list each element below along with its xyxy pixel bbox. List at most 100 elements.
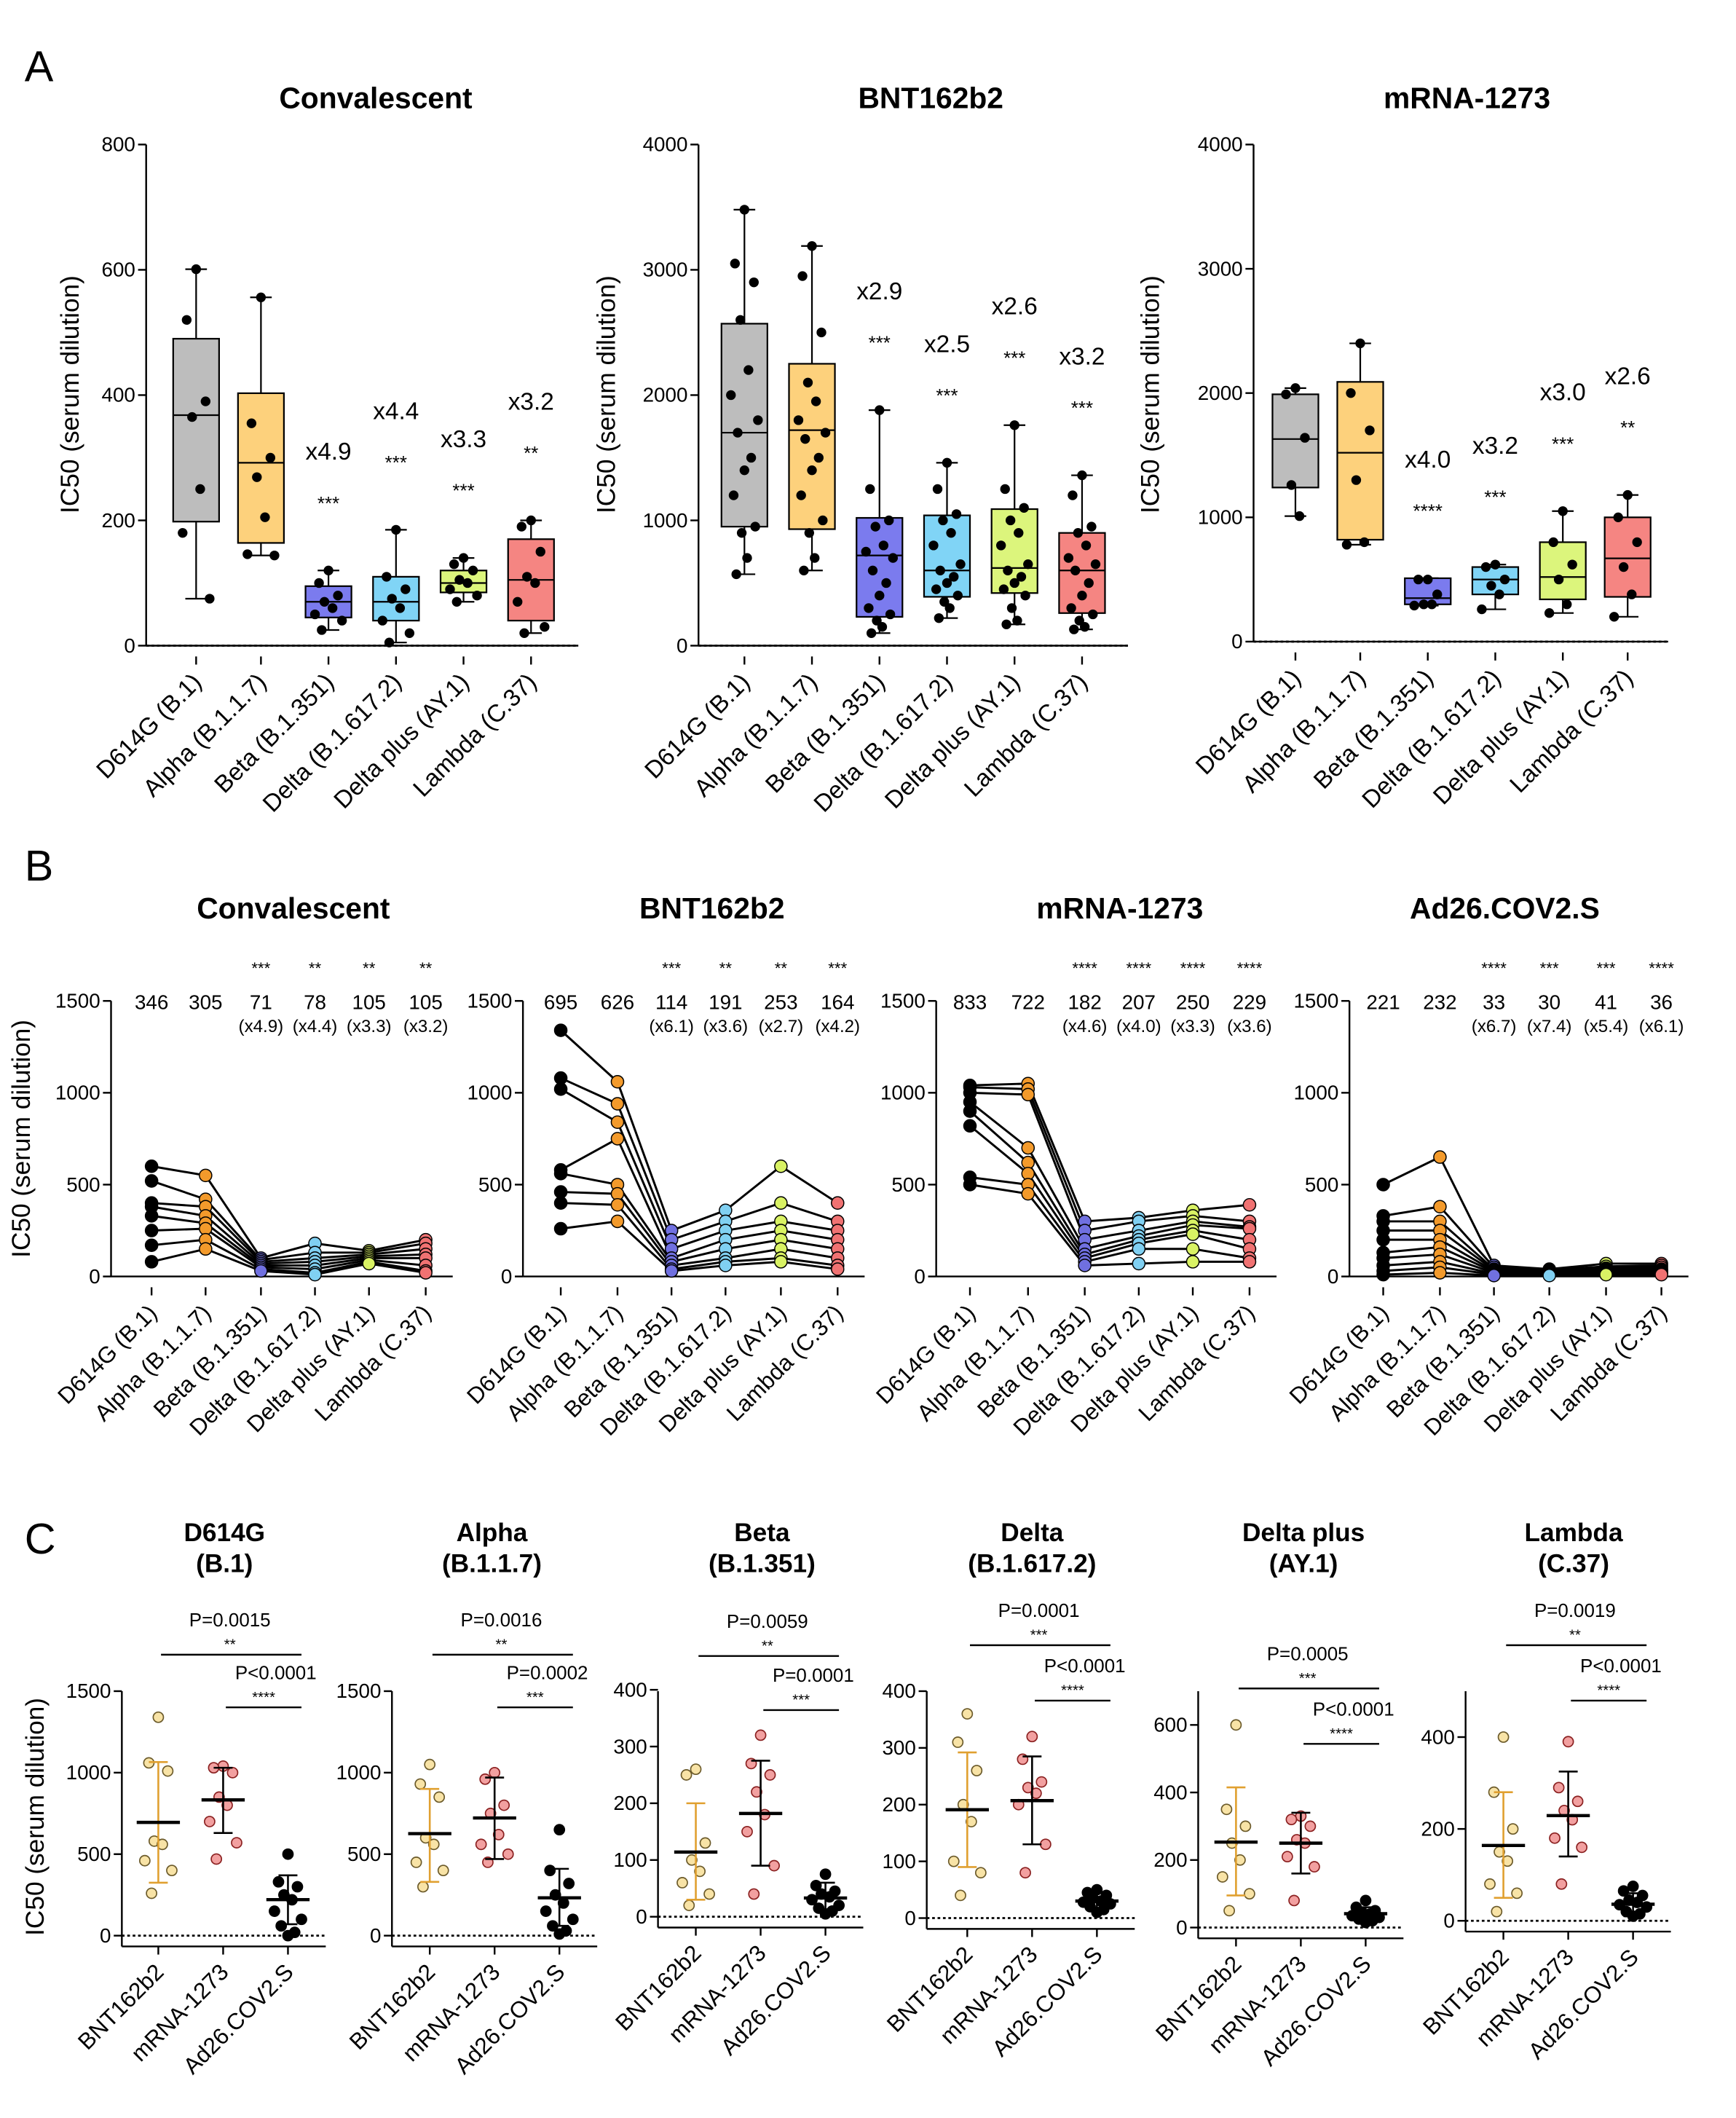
data-point xyxy=(963,1104,977,1118)
data-point xyxy=(272,1875,285,1888)
data-point xyxy=(1409,600,1419,611)
data-point xyxy=(819,1868,832,1881)
data-point xyxy=(553,1196,568,1210)
data-point xyxy=(1021,1141,1035,1155)
significance-stars: **** xyxy=(1180,959,1206,977)
data-point xyxy=(319,597,330,607)
data-point xyxy=(1063,553,1074,563)
data-point xyxy=(419,1266,433,1280)
y-tick-label: 3000 xyxy=(1198,257,1243,280)
data-point xyxy=(1216,1871,1228,1883)
y-tick-label: 500 xyxy=(1305,1173,1338,1196)
fold-change-label: (x6.7) xyxy=(1472,1017,1517,1036)
data-point xyxy=(138,1854,151,1867)
subject-line xyxy=(969,1125,1250,1260)
subject-line xyxy=(969,1176,1250,1264)
panel-letter-a: A xyxy=(25,42,54,90)
p-value: P=0.0002 xyxy=(507,1661,588,1683)
data-point xyxy=(242,549,253,559)
data-point xyxy=(774,1196,788,1210)
significance-stars: *** xyxy=(1299,1671,1317,1687)
data-point xyxy=(1019,1867,1031,1879)
fold-change-label: (x5.4) xyxy=(1584,1017,1629,1036)
gmt-value: 695 xyxy=(544,991,577,1013)
chart-subtitle: (B.1) xyxy=(196,1550,253,1578)
subject-line xyxy=(969,1101,1250,1251)
chart-title: Beta xyxy=(734,1519,790,1547)
fold-change-label: (x6.1) xyxy=(1639,1017,1684,1036)
data-point xyxy=(449,559,459,570)
data-point xyxy=(875,405,885,415)
data-point xyxy=(157,1838,168,1851)
data-point xyxy=(1234,1854,1246,1866)
data-point xyxy=(246,418,257,428)
box xyxy=(1471,566,1520,596)
data-point xyxy=(736,528,747,538)
data-point xyxy=(553,1824,566,1836)
data-point xyxy=(610,1214,625,1229)
data-point xyxy=(181,315,192,325)
data-point xyxy=(804,528,815,538)
data-point xyxy=(750,521,760,532)
data-point xyxy=(1627,589,1637,599)
fold-change-label: x3.2 xyxy=(508,388,554,415)
chart-title: BNT162b2 xyxy=(639,891,785,925)
data-point xyxy=(522,572,532,582)
data-point xyxy=(730,259,740,269)
data-point xyxy=(195,484,205,495)
data-point xyxy=(458,553,469,563)
significance-stars: *** xyxy=(1030,1627,1048,1643)
y-tick-label: 0 xyxy=(89,1265,100,1288)
data-point xyxy=(699,1837,711,1849)
significance-stars: **** xyxy=(1072,959,1097,977)
data-point xyxy=(387,594,397,604)
data-point xyxy=(414,1778,427,1790)
significance-stars: **** xyxy=(1330,1726,1353,1742)
box xyxy=(856,516,904,618)
y-tick-label: 500 xyxy=(66,1173,100,1196)
data-point xyxy=(1230,1719,1242,1731)
significance-stars: ** xyxy=(1569,1627,1581,1643)
significance-stars: **** xyxy=(1127,959,1152,977)
chart-title: D614G xyxy=(184,1519,265,1547)
subject-line xyxy=(151,1214,426,1267)
data-point xyxy=(946,528,956,538)
data-point xyxy=(1242,1197,1257,1212)
data-point xyxy=(1066,603,1076,613)
data-point xyxy=(610,1097,625,1111)
data-point xyxy=(254,1264,268,1278)
data-point xyxy=(1617,1885,1630,1897)
chart-title: mRNA-1273 xyxy=(1384,81,1550,114)
y-tick-label: 1500 xyxy=(880,990,926,1012)
data-point xyxy=(1009,420,1019,430)
subject-line xyxy=(561,1202,838,1271)
chart-title: Convalescent xyxy=(197,891,390,925)
fold-change-label: x4.4 xyxy=(373,398,419,425)
y-tick-label: 0 xyxy=(370,1924,381,1947)
fold-change-label: x3.3 xyxy=(441,426,486,453)
significance-stars: ** xyxy=(719,959,733,977)
data-point xyxy=(1020,591,1030,601)
chart-subtitle: (C.37) xyxy=(1538,1550,1609,1578)
data-point xyxy=(204,1816,216,1827)
gmt-value: 71 xyxy=(250,991,272,1013)
data-point xyxy=(467,565,478,575)
subject-line xyxy=(560,1029,839,1232)
fold-change-label: x3.0 xyxy=(1540,379,1586,406)
p-value: P<0.0001 xyxy=(1313,1698,1394,1720)
subject-line xyxy=(969,1091,1250,1241)
y-tick-label: 1000 xyxy=(467,1082,512,1104)
y-tick-label: 100 xyxy=(882,1850,915,1873)
data-point xyxy=(686,1854,698,1866)
data-point xyxy=(401,584,411,594)
data-point xyxy=(519,628,529,638)
data-point xyxy=(1432,589,1443,599)
data-point xyxy=(1497,1731,1510,1743)
fold-change-label: (x4.0) xyxy=(1116,1017,1161,1036)
data-point xyxy=(735,315,746,325)
data-point xyxy=(754,1729,767,1741)
gmt-value: 221 xyxy=(1366,991,1400,1013)
data-point xyxy=(1555,1878,1568,1890)
p-value: P<0.0001 xyxy=(1044,1655,1126,1677)
